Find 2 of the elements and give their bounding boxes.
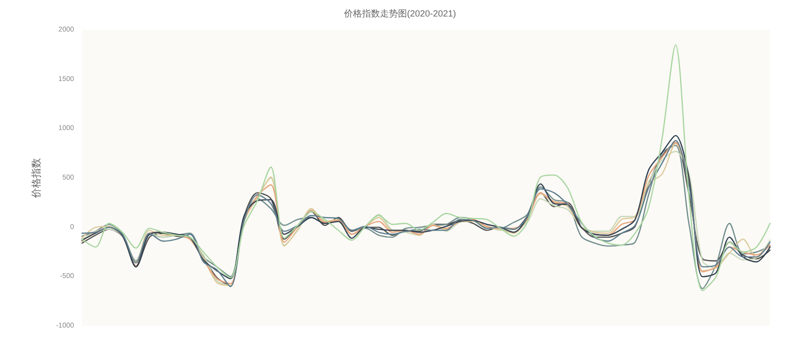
y-axis-title: 价格指数 [30, 158, 42, 199]
chart-title: 价格指数走势图(2020-2021) [342, 8, 456, 18]
